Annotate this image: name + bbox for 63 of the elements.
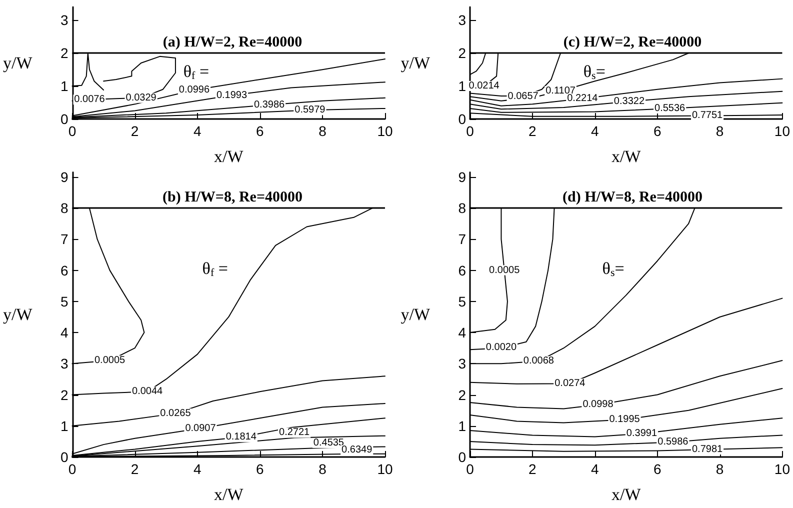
x-axis-title: x/W [214,485,244,504]
text: (d) H/W=8, Re=40000 [562,190,702,206]
x-tick-label: 6 [256,461,264,477]
y-tick-label: 8 [60,200,68,216]
y-tick-label: 7 [458,231,466,248]
y-axis-title: y/W [2,54,34,72]
y-tick-label: 4 [458,324,466,341]
text: (b) H/W=8, Re=40000 [162,190,302,206]
annotation: 0.6349 [342,444,373,456]
y-axis-title: y/W [400,54,431,72]
y-tick-label: 7 [60,231,68,248]
x-tick-label: 8 [318,461,327,477]
y-tick-label: 2 [60,386,68,403]
text: (c) H/W=2, Re=40000 [563,34,702,50]
y-tick-label: 0 [458,449,466,465]
x-tick-label: 8 [318,123,327,139]
y-tick-label: 0 [458,111,466,127]
y-tick-label: 9 [60,168,68,185]
annotation: 0.0005 [489,264,520,276]
x-tick-label: 10 [377,123,393,139]
x-tick-label: 10 [774,461,790,477]
x-tick-label: 4 [193,123,202,139]
y-axis-title: y/W [400,305,431,324]
y-tick-label: 4 [60,324,68,341]
y-tick-label: 1 [60,418,68,434]
y-tick-label: 3 [458,356,466,372]
x-tick-label: 8 [716,123,724,139]
y-tick-label: 1 [458,78,466,94]
y-tick-label: 1 [458,418,466,434]
annotation: 0.2721 [279,427,310,438]
x-tick-label: 4 [193,461,202,477]
y-tick-label: 2 [60,45,68,62]
y-axis-title: y/W [2,305,34,324]
y-tick-label: 0 [60,449,68,465]
x-tick-label: 2 [528,123,537,139]
y-tick-label: 0 [60,111,68,127]
x-tick-label: 10 [774,123,790,139]
text: (a) H/W=2, Re=40000 [162,34,302,50]
x-tick-label: 10 [377,461,393,477]
y-tick-label: 6 [60,262,68,278]
y-tick-label: 5 [458,293,466,310]
x-tick-label: 6 [653,123,662,139]
y-tick-label: 3 [60,12,68,28]
y-tick-label: 6 [458,262,466,278]
y-tick-label: 3 [458,12,466,28]
y-tick-label: 2 [458,386,466,403]
x-axis-title: x/W [611,147,642,166]
x-tick-label: 4 [590,123,599,139]
x-tick-label: 2 [130,123,139,139]
x-tick-label: 4 [590,461,599,477]
x-tick-label: 8 [716,461,724,477]
y-tick-label: 2 [458,45,466,62]
y-tick-label: 1 [60,78,68,94]
x-tick-label: 2 [528,461,537,477]
y-tick-label: 8 [458,200,466,216]
x-tick-label: 2 [130,461,139,477]
y-tick-label: 9 [458,168,466,185]
y-tick-label: 3 [60,356,68,372]
x-axis-title: x/W [611,485,642,504]
x-tick-label: 6 [256,123,264,139]
x-axis-title: x/W [214,147,244,166]
x-tick-label: 6 [653,461,662,477]
y-tick-label: 5 [60,293,68,310]
